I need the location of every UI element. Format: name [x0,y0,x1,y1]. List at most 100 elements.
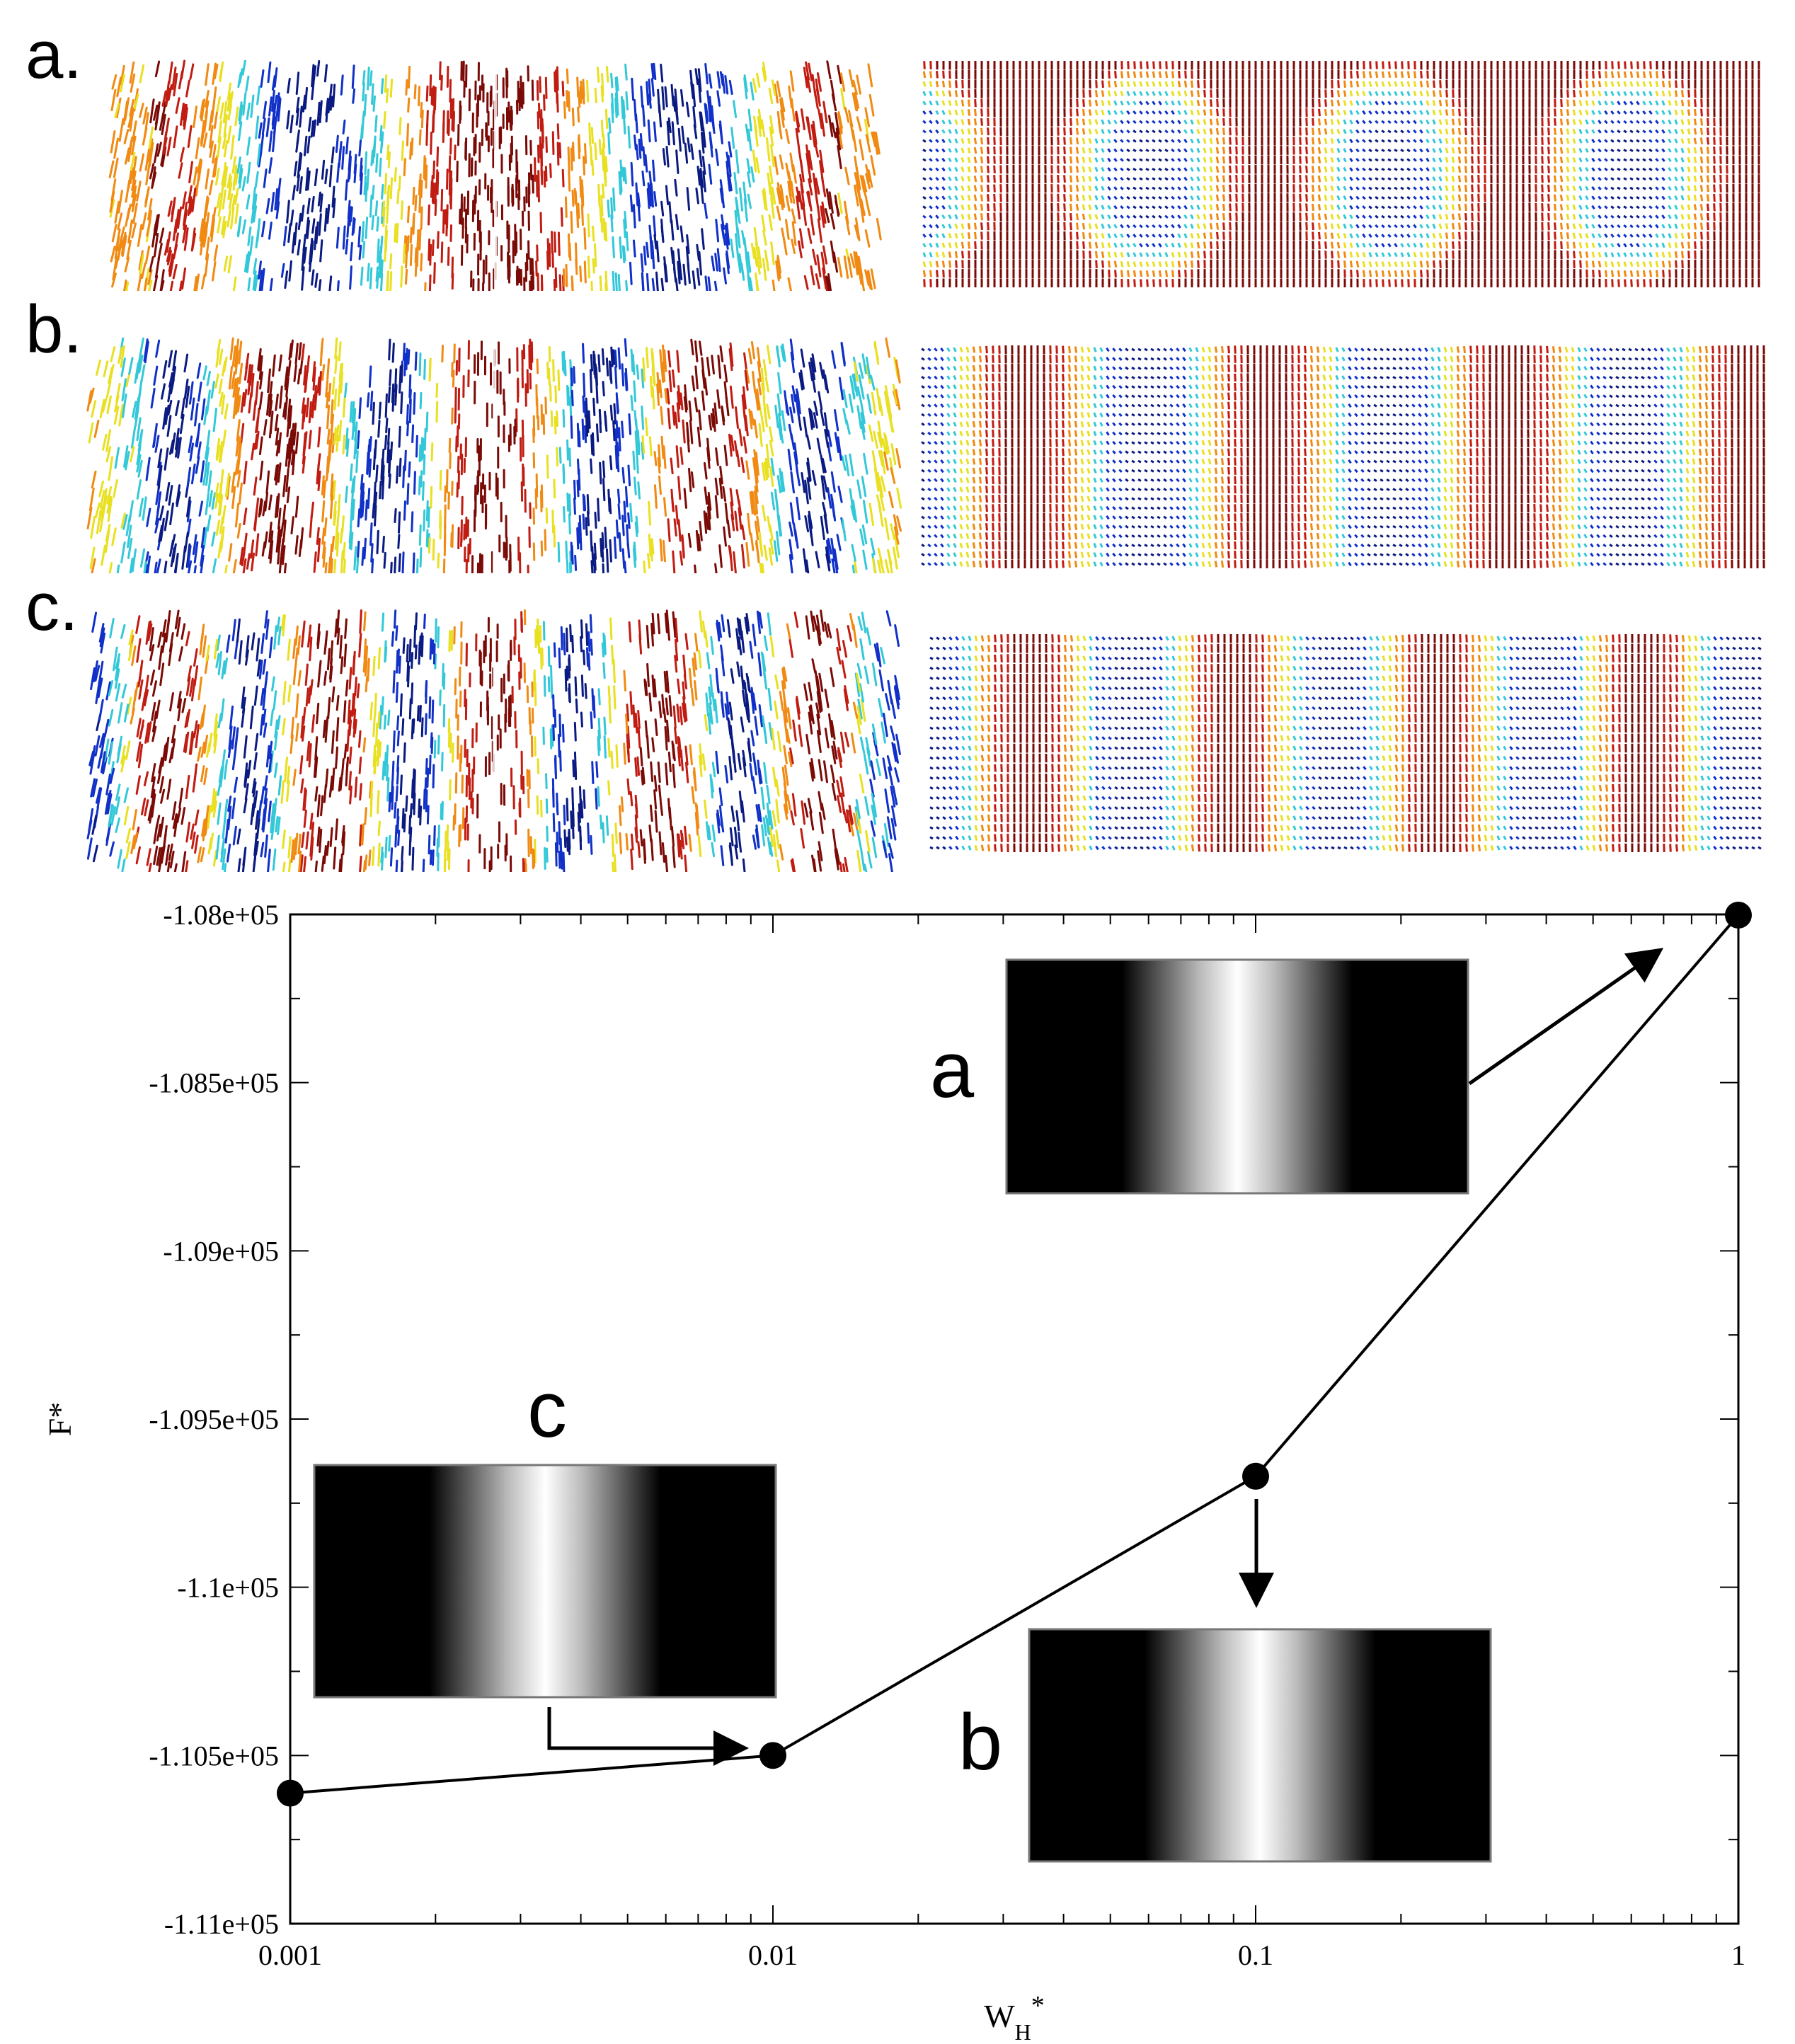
director-dash [1432,223,1436,229]
director-dash [1706,156,1710,164]
director-dash [1629,186,1634,190]
director-dash [1330,185,1334,192]
director-dash [1299,175,1302,183]
director-dash [1585,148,1589,153]
director-dash [1604,101,1608,105]
strand [675,505,679,525]
strand [774,84,779,104]
director-dash [1629,139,1634,143]
strand [403,449,407,471]
strand [318,213,322,236]
director-dash [1069,184,1073,193]
strand [432,85,435,106]
strand [303,246,307,264]
strand [197,441,202,459]
strand [372,95,376,112]
director-dash [1687,185,1691,192]
director-dash [1387,139,1392,143]
strand [360,266,364,286]
strand [293,161,298,177]
director-dash [1350,70,1353,79]
strand [842,408,848,425]
strand [860,275,866,291]
strand [362,82,365,102]
director-dash [1394,196,1398,200]
director-dash [967,166,971,173]
director-dash [1572,241,1576,249]
director-dash [1451,137,1455,144]
director-dash [1368,243,1372,248]
director-dash [1324,222,1328,230]
director-dash [1629,91,1634,96]
director-dash [1126,158,1130,162]
strand [653,62,657,81]
strand [231,194,236,210]
director-dash [1400,261,1404,268]
director-dash [1158,214,1162,219]
strand [650,240,655,263]
director-dash [993,137,996,145]
director-dash [1400,81,1404,87]
director-dash [1088,195,1092,201]
strand [442,121,445,144]
strand [611,93,614,115]
director-dash [1458,231,1461,240]
director-dash [1158,224,1162,229]
director-dash [1655,260,1659,268]
strand [821,176,827,197]
strand [270,191,275,212]
director-dash [1642,110,1646,115]
director-dash [1464,156,1468,164]
strand [749,491,754,515]
strand [551,131,555,156]
director-dash [1400,186,1404,190]
director-dash [1591,90,1595,97]
director-dash [1152,224,1156,229]
strand [594,87,597,103]
strand [573,366,576,384]
strand [730,127,735,149]
director-dash [1406,110,1411,115]
director-dash [1355,81,1360,88]
strand [132,401,137,418]
director-dash [1713,193,1716,202]
strand [228,193,234,209]
strand [670,457,674,475]
director-dash [1362,233,1366,239]
strand [293,222,298,246]
strand [632,239,636,258]
director-dash [1088,204,1092,210]
strand [587,213,590,238]
strand [260,133,265,154]
strand [624,210,628,229]
strand [275,532,280,553]
director-dash [987,184,990,193]
strand [315,221,319,245]
strand [699,111,704,128]
strand [124,147,130,165]
director-dash [1196,241,1200,248]
director-dash [1210,241,1212,249]
director-dash [1623,252,1627,258]
strand [222,161,227,186]
director-dash [1177,110,1181,115]
strand [813,177,818,202]
strand [707,99,712,122]
strand [837,64,842,84]
strand [149,98,155,124]
director-dash [1585,167,1589,172]
strand [359,165,363,181]
director-dash [1623,101,1627,105]
strand [683,488,687,509]
director-dash [941,260,946,268]
director-dash [1318,241,1321,250]
director-dash [1177,91,1181,97]
director-dash [1604,224,1608,229]
director-dash [1145,234,1149,238]
strand [646,241,650,258]
director-dash [1541,165,1544,173]
strand [723,526,727,547]
strand [319,239,323,263]
director-dash [1132,270,1137,277]
strand [548,367,551,386]
